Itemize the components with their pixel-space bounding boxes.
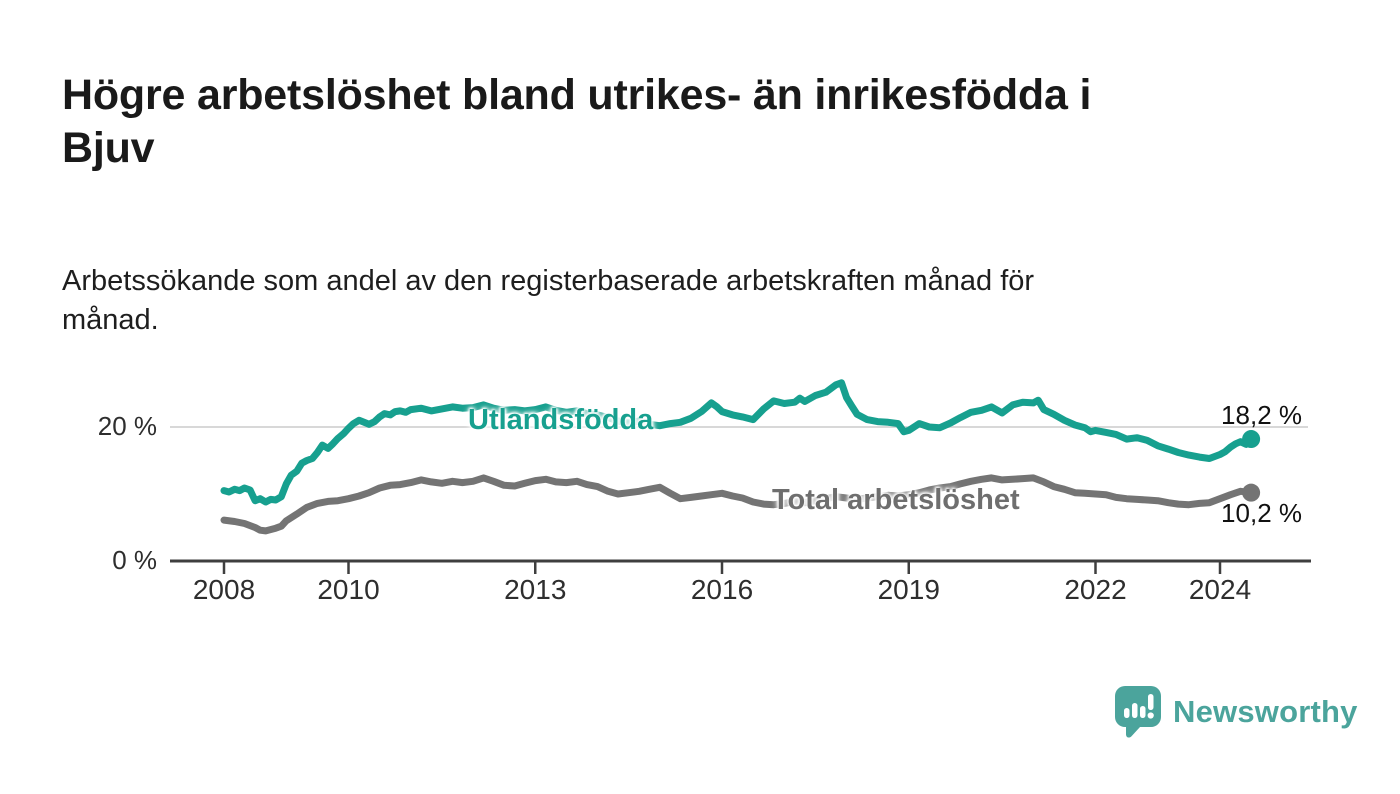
end-dot-utlandsf-dda [1242,430,1261,449]
x-axis-label-2016: 2016 [690,574,754,605]
line-utlandsf-dda [220,379,1255,506]
line-total-arbetsl-shet [220,474,1255,535]
end-dot-total-arbetsl-shet [1242,483,1261,502]
brand-name: Newsworthy [1173,694,1358,729]
series-label-utlandsfodda: Utlandsfödda [468,404,654,436]
speech-bubble-bar-chart-icon [1115,686,1161,738]
y-axis-label-0: 0 % [112,545,157,575]
y-axis-label-20: 20 % [97,411,157,441]
x-axis-label-2013: 2013 [504,574,567,605]
page-title: Högre arbetslöshet bland utrikes- än inr… [62,70,1092,172]
x-axis-label-2024: 2024 [1188,574,1252,605]
series-label-total: Total arbetslöshet [772,484,1020,516]
newsworthy-logo: Newsworthy [1115,686,1358,738]
x-axis-label-2008: 2008 [192,574,256,605]
x-axis-label-2019: 2019 [877,574,940,605]
page-subtitle: Arbetssökande som andel av den registerb… [62,265,1035,337]
end-value-utlandsfodda: 18,2 % [1221,400,1302,430]
x-axis-label-2022: 2022 [1064,574,1127,605]
end-value-total: 10,2 % [1221,498,1302,528]
x-axis-label-2010: 2010 [317,574,380,605]
